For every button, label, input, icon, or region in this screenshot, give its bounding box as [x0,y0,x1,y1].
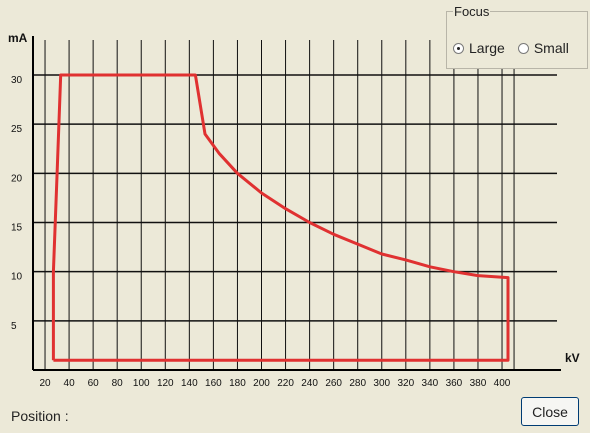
y-tick-label: 25 [11,124,23,135]
y-tick-label: 15 [11,223,23,234]
series-line [51,73,510,362]
x-tick-label: 300 [373,378,390,389]
x-tick-label: 400 [494,378,511,389]
focus-small-radio[interactable] [517,42,529,54]
focus-large-label[interactable]: Large [469,40,505,56]
x-tick-label: 240 [301,378,318,389]
x-axis-label: kV [565,351,580,365]
x-tick-label: 120 [157,378,174,389]
x-tick-label: 260 [325,378,342,389]
x-tick-label: 320 [397,378,414,389]
y-tick-label: 5 [11,321,17,332]
focus-group-title: Focus [453,4,491,19]
focus-group: Focus Large Small [446,4,588,69]
y-axis-label: mA [8,31,28,45]
y-tick-label: 20 [11,173,23,184]
x-tick-label: 340 [422,378,439,389]
x-tick-label: 80 [112,378,124,389]
x-tick-label: 180 [229,378,246,389]
focus-options: Large Small [453,40,582,56]
focus-small-label[interactable]: Small [533,40,569,56]
x-tick-label: 40 [64,378,76,389]
x-tick-label: 200 [253,378,270,389]
y-tick-label: 10 [11,272,23,283]
focus-large-radio[interactable] [453,42,464,54]
y-tick-labels: 5 10 15 20 25 30 [11,75,23,332]
x-tick-label: 380 [470,378,487,389]
x-tick-label: 60 [88,378,100,389]
x-tick-labels: 20 40 60 80 100 120 140 160 180 200 220 240 260 280 30… [39,378,510,389]
axes [32,36,561,371]
position-label: Position : [11,408,69,424]
x-tick-label: 160 [205,378,222,389]
close-button[interactable]: Close [521,397,579,426]
series-group [51,73,510,362]
x-tick-label: 280 [349,378,366,389]
x-tick-label: 140 [181,378,198,389]
grid-vertical-lines [44,40,515,370]
y-tick-label: 30 [11,75,23,86]
x-tick-label: 100 [133,378,150,389]
x-tick-label: 20 [39,378,51,389]
x-tick-label: 360 [446,378,463,389]
x-tick-label: 220 [277,378,294,389]
